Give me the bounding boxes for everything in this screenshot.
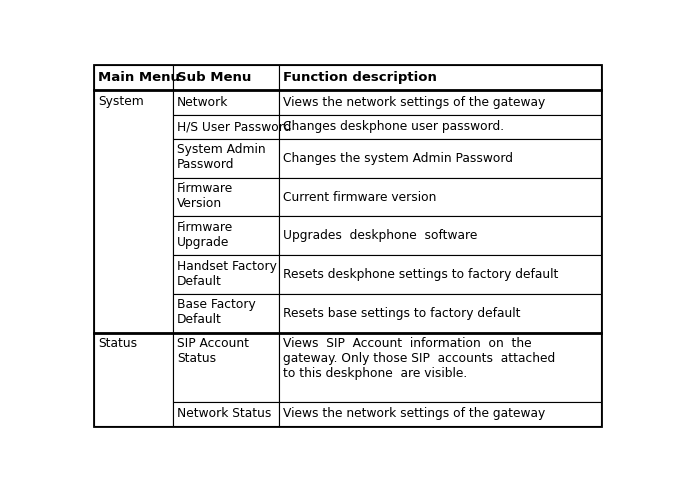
Text: Changes the system Admin Password: Changes the system Admin Password [283, 152, 513, 165]
Bar [279, 401, 601, 426]
Bar [279, 65, 601, 90]
Bar [173, 139, 279, 178]
Bar [173, 401, 279, 426]
Bar [279, 332, 601, 401]
Bar [279, 178, 601, 216]
Text: Base Factory
Default: Base Factory Default [177, 298, 256, 326]
Text: Firmware
Version: Firmware Version [177, 182, 233, 210]
Bar [173, 332, 279, 401]
Text: Status: Status [98, 337, 138, 350]
Text: Views the network settings of the gateway: Views the network settings of the gatewa… [283, 407, 546, 420]
Text: H/S User Password: H/S User Password [177, 121, 292, 133]
Bar [279, 139, 601, 178]
Bar [173, 178, 279, 216]
Text: Sub Menu: Sub Menu [177, 71, 252, 84]
Text: SIP Account
Status: SIP Account Status [177, 337, 249, 365]
Text: Upgrades  deskphone  software: Upgrades deskphone software [283, 229, 478, 242]
Bar [173, 255, 279, 294]
Text: Handset Factory
Default: Handset Factory Default [177, 260, 277, 288]
Bar [279, 294, 601, 332]
Bar [94, 90, 173, 332]
Text: Views  SIP  Account  information  on  the
gateway. Only those SIP  accounts  att: Views SIP Account information on the gat… [283, 337, 555, 380]
Bar [279, 255, 601, 294]
Text: Current firmware version: Current firmware version [283, 191, 437, 204]
Bar [173, 294, 279, 332]
Bar [279, 90, 601, 115]
Text: Resets deskphone settings to factory default: Resets deskphone settings to factory def… [283, 268, 559, 281]
Text: Function description: Function description [283, 71, 437, 84]
Text: Main Menu: Main Menu [98, 71, 180, 84]
Bar [173, 216, 279, 255]
Bar [279, 115, 601, 139]
Text: Network Status: Network Status [177, 407, 271, 420]
Bar [94, 65, 173, 90]
Text: System Admin
Password: System Admin Password [177, 143, 266, 172]
Bar [173, 90, 279, 115]
Text: System: System [98, 95, 144, 108]
Text: Changes deskphone user password.: Changes deskphone user password. [283, 121, 504, 133]
Text: Views the network settings of the gateway: Views the network settings of the gatewa… [283, 96, 546, 109]
Bar [173, 115, 279, 139]
Bar [279, 216, 601, 255]
Text: Resets base settings to factory default: Resets base settings to factory default [283, 307, 521, 320]
Text: Firmware
Upgrade: Firmware Upgrade [177, 221, 233, 249]
Text: Network: Network [177, 96, 228, 109]
Bar [94, 332, 173, 426]
Bar [173, 65, 279, 90]
